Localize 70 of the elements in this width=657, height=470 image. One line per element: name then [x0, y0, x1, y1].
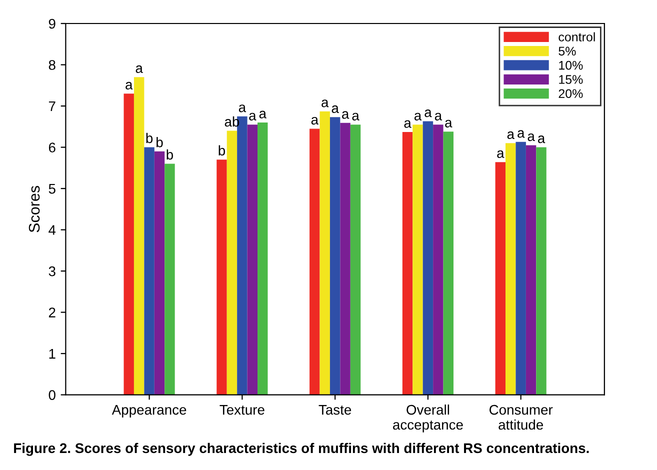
bar	[330, 117, 340, 395]
bar	[226, 130, 238, 395]
data-label: a	[238, 104, 246, 112]
data-label: a	[497, 150, 504, 158]
data-label: a	[332, 105, 339, 114]
x-tick-label: Taste	[318, 405, 352, 415]
bar	[340, 122, 350, 395]
bar	[412, 124, 423, 395]
y-tick-label: 1	[49, 349, 56, 359]
data-label: a	[311, 116, 318, 125]
legend-label: 10%	[559, 60, 583, 70]
bar	[495, 162, 506, 395]
x-tick-label: Appearance	[112, 405, 186, 418]
data-label: a	[538, 136, 546, 144]
bar	[536, 147, 546, 395]
y-axis-title: Scores	[28, 186, 40, 232]
data-label: a	[404, 120, 412, 128]
bar	[433, 124, 444, 395]
bar	[164, 164, 175, 395]
data-label: a	[414, 112, 422, 120]
data-label: a	[136, 65, 143, 73]
data-label: a	[445, 120, 452, 128]
data-label: a	[528, 133, 535, 142]
x-tick-label: Texture	[220, 405, 264, 415]
y-tick-label: 4	[48, 225, 56, 235]
bar	[422, 121, 434, 395]
data-label: a	[126, 82, 133, 90]
bar	[443, 132, 454, 395]
data-label: a	[518, 130, 525, 138]
bar	[320, 111, 330, 395]
bar	[258, 122, 268, 395]
data-label: b	[146, 132, 153, 144]
bar	[134, 77, 144, 395]
x-tick-label: Consumer attitude	[490, 404, 553, 430]
y-tick-label: 8	[48, 60, 56, 70]
data-label: b	[218, 145, 226, 156]
data-label: a	[434, 112, 442, 120]
bar	[124, 94, 134, 395]
data-label: a	[342, 111, 350, 119]
data-label: a	[424, 110, 432, 118]
bar	[154, 151, 165, 395]
data-label: a	[259, 110, 266, 118]
y-tick-label: 0	[48, 390, 56, 400]
y-tick-label: 7	[48, 101, 56, 112]
legend-label: 15%	[559, 75, 583, 84]
y-tick-label: 3	[48, 266, 56, 276]
y-tick-label: 6	[48, 142, 56, 152]
bar	[506, 143, 516, 395]
bar	[216, 160, 227, 395]
y-tick-label: 2	[48, 308, 56, 318]
data-label: a	[249, 112, 256, 120]
caption: Figure 2. Scores of sensory characteristics of muffins with different RS concentrations.	[14, 442, 589, 456]
bar	[350, 124, 361, 395]
legend-label: 5%	[558, 46, 576, 56]
legend-label: control	[558, 32, 595, 42]
data-label: b	[166, 149, 174, 160]
bar	[402, 132, 413, 395]
bar	[247, 124, 258, 395]
bar	[310, 128, 320, 395]
y-tick-label: 5	[48, 184, 56, 194]
x-tick-label: Overall acceptance	[393, 404, 463, 432]
data-label: a	[322, 100, 329, 108]
y-tick-label: 9	[48, 18, 56, 29]
legend-label: 20%	[558, 89, 583, 98]
bar	[516, 142, 526, 395]
data-label: a	[352, 112, 360, 120]
bar	[144, 147, 154, 395]
data-label: a	[507, 131, 514, 140]
data-label: b	[156, 137, 163, 148]
bar	[526, 145, 536, 395]
